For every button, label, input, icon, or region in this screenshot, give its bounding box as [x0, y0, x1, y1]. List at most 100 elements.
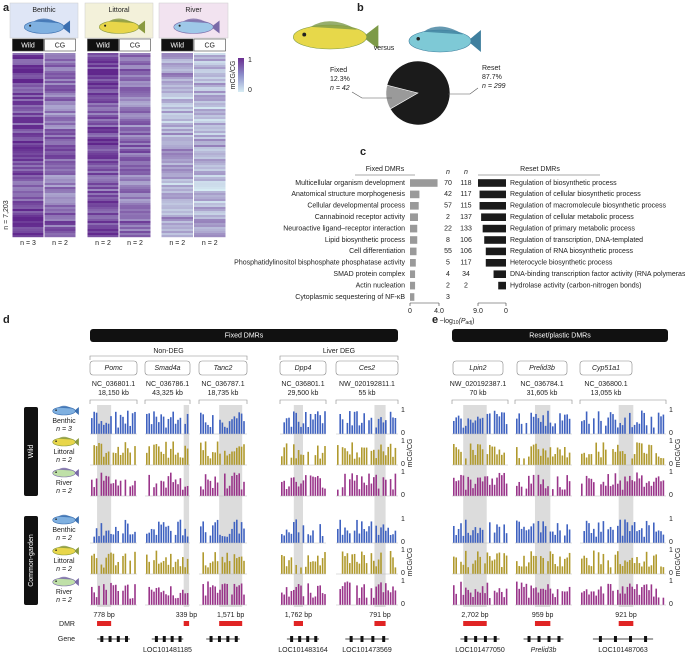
- heatmap-stripe: [12, 75, 44, 78]
- heatmap-stripe: [161, 123, 193, 126]
- track-tick: 1: [669, 578, 673, 585]
- heatmap-stripe: [161, 211, 193, 214]
- heatmap-stripe: [119, 193, 151, 196]
- track-bar: [290, 457, 293, 465]
- heatmap-stripe: [119, 135, 151, 138]
- heatmap-stripe: [44, 105, 76, 108]
- heatmap-stripe: [119, 203, 151, 206]
- fish-tail: [362, 25, 379, 49]
- heatmap-stripe: [119, 101, 151, 104]
- track-bar: [496, 592, 498, 605]
- track-bar: [465, 587, 467, 605]
- track-bar: [356, 475, 358, 496]
- track-bar: [588, 594, 590, 605]
- heatmap-stripe: [87, 207, 119, 210]
- n-value: 5: [446, 260, 450, 267]
- heatmap-stripe: [119, 107, 151, 110]
- heatmap-stripe: [194, 233, 226, 236]
- track-bar: [160, 414, 162, 434]
- track-bar: [312, 597, 314, 605]
- track-bar: [309, 561, 312, 574]
- track-bar: [317, 411, 319, 434]
- track-bar: [380, 444, 382, 465]
- heatmap-stripe: [87, 55, 119, 58]
- fish-body: [173, 20, 214, 34]
- track-bar: [387, 446, 389, 465]
- track-bar: [216, 561, 219, 574]
- condition-label: Wild: [170, 42, 184, 49]
- bar: [498, 281, 506, 290]
- track-bar: [595, 442, 597, 465]
- heatmap-stripe: [119, 145, 151, 148]
- track-bar: [112, 452, 115, 465]
- track-bar: [489, 444, 491, 465]
- track-bar: [309, 535, 312, 543]
- track-bar: [467, 589, 469, 605]
- track-bar: [568, 481, 571, 496]
- heatmap-stripe: [12, 187, 44, 190]
- track-bar: [356, 519, 358, 543]
- track-bar: [518, 413, 520, 434]
- track-bar: [382, 477, 385, 496]
- track-bar: [552, 426, 554, 434]
- track-bar: [346, 581, 349, 605]
- track-bar: [583, 420, 585, 434]
- track-bar: [540, 532, 542, 543]
- track-bar: [209, 535, 212, 543]
- heatmap-stripe: [194, 171, 226, 174]
- heatmap-stripe: [119, 55, 151, 58]
- track-bar: [158, 446, 160, 465]
- heatmap-stripe: [87, 221, 119, 224]
- track-bar: [537, 418, 540, 434]
- heatmap-stripe: [119, 185, 151, 188]
- heatmap-stripe: [194, 57, 226, 60]
- heatmap-stripe: [12, 189, 44, 192]
- track-bar: [460, 474, 462, 496]
- heatmap-stripe: [161, 115, 193, 118]
- dmr-track-label: DMR: [59, 621, 75, 628]
- condition-box: [193, 38, 226, 52]
- fish-eye: [178, 24, 181, 27]
- fish-body: [52, 437, 76, 447]
- colorbar: [238, 58, 244, 92]
- reset-header: Reset DMRs: [520, 166, 560, 173]
- track-bar: [498, 472, 501, 496]
- track-bar: [172, 567, 174, 574]
- track-bar: [462, 535, 465, 543]
- track-bar: [479, 444, 481, 465]
- heatmap-stripe: [119, 173, 151, 176]
- track-bar: [593, 591, 595, 605]
- track-bar: [532, 474, 535, 496]
- track-bar: [624, 560, 626, 574]
- track-bar: [462, 427, 465, 434]
- track-bar: [216, 519, 219, 543]
- heatmap-stripe: [119, 169, 151, 172]
- track-bar: [182, 489, 184, 496]
- track-bar: [341, 534, 344, 543]
- gene-name: Dpp4: [295, 365, 312, 372]
- row-n: n = 2: [56, 535, 72, 542]
- heatmap-stripe: [194, 147, 226, 150]
- track-bar: [469, 443, 472, 465]
- track-bar: [547, 457, 549, 465]
- heatmap-stripe: [44, 55, 76, 58]
- track-bar: [453, 443, 455, 465]
- track-bar: [98, 442, 100, 465]
- heatmap-stripe: [12, 211, 44, 214]
- track-bar: [619, 451, 621, 465]
- track-bar: [361, 551, 363, 574]
- group-name: Benthic: [32, 7, 56, 14]
- track-bar: [285, 529, 288, 543]
- heatmap-stripe: [161, 121, 193, 124]
- track-bar: [520, 423, 523, 434]
- heatmap-stripe: [119, 151, 151, 154]
- dmr-size: 778 bp: [93, 612, 115, 619]
- heatmap-stripe: [12, 85, 44, 88]
- track-bar: [119, 480, 122, 496]
- track-bar: [224, 473, 226, 496]
- track-bar: [344, 473, 346, 496]
- track-bar: [91, 555, 93, 574]
- track-bar: [368, 420, 370, 434]
- gene-exon: [234, 636, 238, 642]
- track-bar: [602, 521, 605, 543]
